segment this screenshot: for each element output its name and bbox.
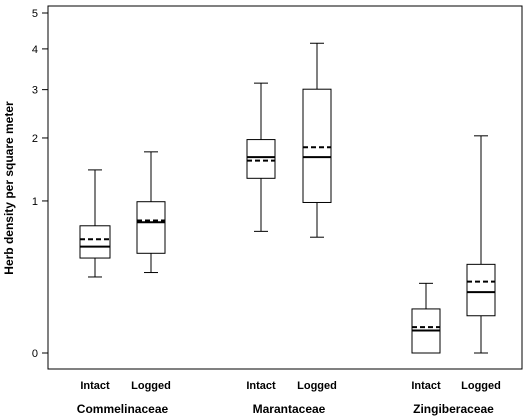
x-category-label: Logged — [297, 380, 337, 392]
box-commelinaceae-intact — [79, 169, 111, 278]
x-group-label: Commelinaceae — [77, 402, 169, 416]
box-marantaceae-intact — [246, 82, 276, 232]
x-category-label: Intact — [246, 380, 276, 392]
y-tick-label: 0 — [32, 348, 38, 360]
iqr-box — [136, 201, 166, 254]
x-category-label: Logged — [131, 380, 171, 392]
iqr-box — [302, 88, 332, 203]
x-axis-labels: Intact Logged Commelinaceae Intact Logged Mar… — [77, 380, 501, 416]
y-axis-title: Herb density per square meter — [2, 101, 16, 275]
box-zingiberaceae-intact — [411, 282, 441, 354]
y-tick-label: 4 — [32, 44, 38, 56]
box-commelinaceae-logged — [136, 151, 166, 274]
iqr-box — [466, 263, 496, 317]
x-category-label: Logged — [461, 380, 501, 392]
box-zingiberaceae-logged — [466, 135, 496, 354]
plot-frame — [47, 5, 523, 370]
box-marantaceae-logged — [302, 42, 332, 238]
x-category-label: Intact — [80, 380, 110, 392]
x-group-label: Zingiberaceae — [413, 402, 494, 416]
x-category-label: Intact — [411, 380, 441, 392]
iqr-box — [246, 139, 276, 179]
iqr-box — [79, 225, 111, 259]
y-tick-label: 3 — [32, 85, 38, 97]
y-tick-label: 2 — [32, 133, 38, 145]
y-tick-label: 1 — [32, 196, 38, 208]
y-axis: 0 1 2 3 4 5 — [32, 8, 48, 360]
y-tick-label: 5 — [32, 8, 38, 20]
box-series — [79, 42, 496, 354]
x-group-label: Marantaceae — [253, 402, 326, 416]
